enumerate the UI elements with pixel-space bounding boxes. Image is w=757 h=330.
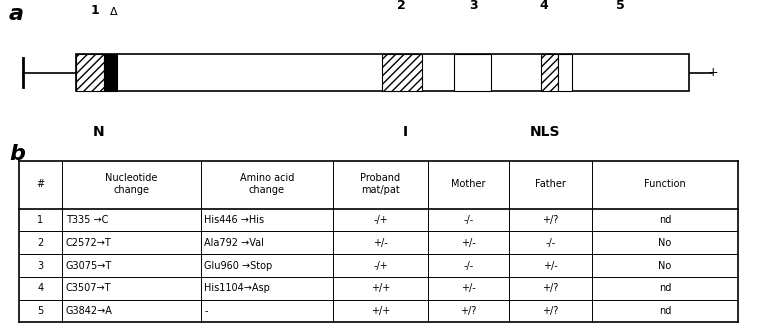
Text: b: b: [9, 144, 25, 164]
Text: Mother: Mother: [451, 179, 485, 189]
Text: +/?: +/?: [460, 306, 476, 316]
Text: +/-: +/-: [373, 238, 388, 248]
Text: Ala792 →Val: Ala792 →Val: [204, 238, 264, 248]
Text: 1: 1: [37, 215, 44, 225]
Text: 3: 3: [469, 0, 478, 12]
Text: +/-: +/-: [461, 283, 475, 293]
Text: a: a: [9, 4, 24, 24]
Text: -/+: -/+: [373, 215, 388, 225]
Text: nd: nd: [659, 215, 671, 225]
Text: Proband
mat/pat: Proband mat/pat: [360, 173, 400, 195]
Bar: [76, 54, 104, 91]
Text: 4: 4: [37, 283, 44, 293]
Text: Function: Function: [644, 179, 686, 189]
Text: His446 →His: His446 →His: [204, 215, 264, 225]
Bar: [454, 54, 491, 91]
Text: +/?: +/?: [542, 215, 559, 225]
Text: I: I: [403, 125, 407, 139]
Text: -: -: [204, 306, 208, 316]
Text: +/?: +/?: [542, 306, 559, 316]
Bar: [76, 54, 689, 91]
Text: His1104→Asp: His1104→Asp: [204, 283, 270, 293]
Text: No: No: [659, 261, 671, 271]
Text: NLS: NLS: [530, 125, 560, 139]
Text: Amino acid
change: Amino acid change: [240, 173, 294, 195]
Text: +: +: [708, 66, 718, 79]
Text: N: N: [92, 125, 104, 139]
Text: Δ: Δ: [110, 7, 117, 17]
Text: 2: 2: [37, 238, 44, 248]
Text: -/-: -/-: [463, 261, 473, 271]
Text: G3075→T: G3075→T: [66, 261, 112, 271]
Text: C2572→T: C2572→T: [66, 238, 111, 248]
Text: nd: nd: [659, 283, 671, 293]
Text: #: #: [36, 179, 45, 189]
Text: +/-: +/-: [543, 261, 558, 271]
Bar: [541, 54, 558, 91]
Text: +/+: +/+: [371, 306, 390, 316]
Text: +/?: +/?: [542, 283, 559, 293]
Text: -/-: -/-: [545, 238, 556, 248]
Text: -/-: -/-: [463, 215, 473, 225]
Text: -/+: -/+: [373, 261, 388, 271]
Text: No: No: [659, 238, 671, 248]
Text: Father: Father: [535, 179, 565, 189]
Bar: [382, 54, 422, 91]
Text: 5: 5: [616, 0, 625, 12]
Text: Glu960 →Stop: Glu960 →Stop: [204, 261, 273, 271]
Text: 5: 5: [37, 306, 44, 316]
Text: nd: nd: [659, 306, 671, 316]
Text: C3507→T: C3507→T: [66, 283, 111, 293]
Text: 1: 1: [90, 4, 99, 17]
Bar: [104, 54, 117, 91]
Text: G3842→A: G3842→A: [66, 306, 113, 316]
Text: Nucleotide
change: Nucleotide change: [105, 173, 157, 195]
Text: 4: 4: [539, 0, 548, 12]
Text: T335 →C: T335 →C: [66, 215, 108, 225]
Text: 3: 3: [37, 261, 44, 271]
Bar: [558, 54, 572, 91]
Text: +/-: +/-: [461, 238, 475, 248]
Text: 2: 2: [397, 0, 406, 12]
Text: +/+: +/+: [371, 283, 390, 293]
